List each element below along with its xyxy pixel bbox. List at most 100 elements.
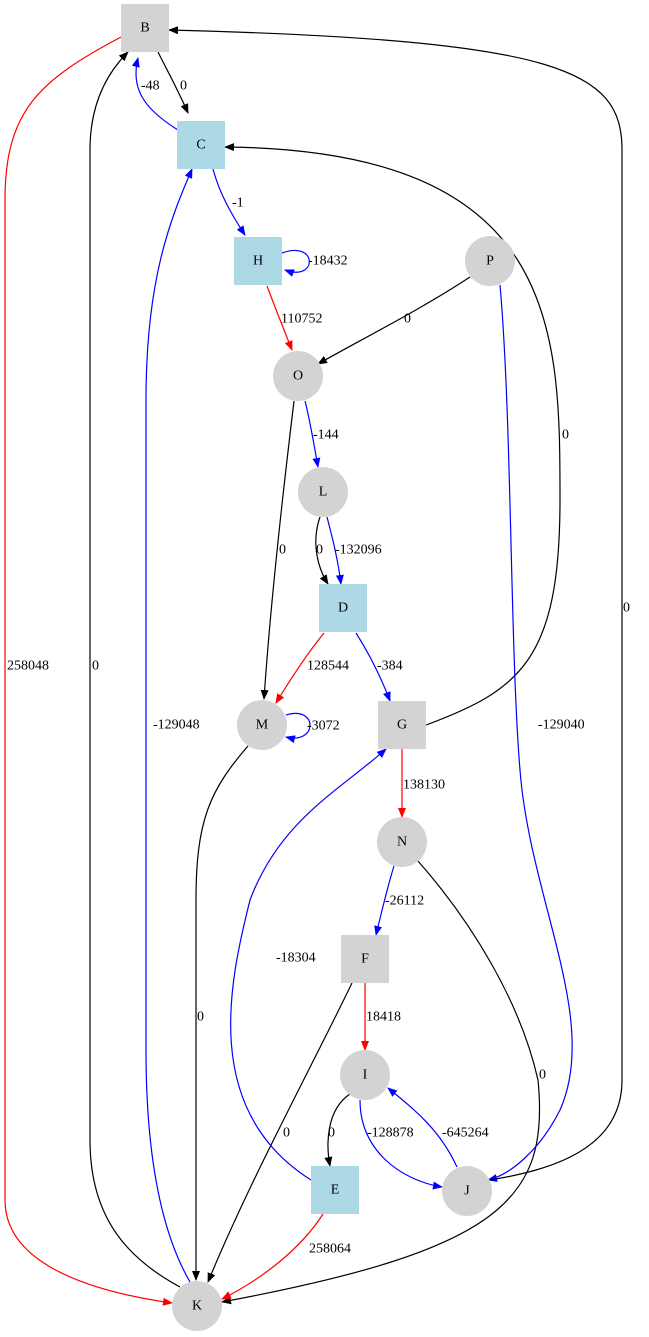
- node-k: K: [172, 1281, 222, 1331]
- node-o: O: [273, 351, 323, 401]
- edge-label-f-to-i: 18418: [366, 1010, 401, 1025]
- edge-label-n-to-f: -26112: [385, 894, 424, 909]
- edge-label-h-to-h: -18432: [308, 254, 348, 269]
- node-g-label: G: [397, 718, 407, 733]
- edge-m-to-m: [285, 712, 311, 744]
- node-m-label: M: [256, 718, 269, 733]
- node-o-shape: [273, 351, 323, 401]
- node-f-label: F: [361, 952, 369, 967]
- node-h-shape: [234, 237, 282, 285]
- edge-label-o-to-l: -144: [313, 428, 339, 443]
- edge-e-to-k: [221, 1213, 324, 1300]
- node-b-label: B: [140, 21, 149, 36]
- edge-label-c-to-h: -1: [232, 196, 244, 211]
- edge-k-to-b: [89, 51, 181, 1288]
- edge-label-m-to-m: -3072: [307, 719, 340, 734]
- edge-label-c-to-b: -48: [141, 79, 160, 94]
- edge-j-to-i: [387, 1087, 458, 1168]
- edge-label-o-to-m: 0: [279, 543, 286, 558]
- node-o-label: O: [293, 369, 303, 384]
- node-m: M: [237, 700, 287, 750]
- node-d: D: [319, 584, 367, 632]
- edges-layer: [4, 26, 623, 1306]
- edge-label-g-to-n: 138130: [403, 778, 445, 793]
- edge-label-k-to-c: -129048: [153, 718, 200, 733]
- edge-label-i-to-e: 0: [328, 1126, 335, 1141]
- node-g: G: [378, 701, 426, 749]
- edge-label-e-to-k: 258064: [309, 1242, 351, 1257]
- edge-i-to-e: [324, 1093, 351, 1167]
- edge-g-to-c: [224, 143, 561, 726]
- edge-label-n-to-k: 0: [539, 1068, 546, 1083]
- edge-label-b-to-k: 258048: [7, 659, 49, 674]
- node-p-label: P: [486, 254, 494, 269]
- node-g-shape: [378, 701, 426, 749]
- edge-h-to-o: [266, 285, 293, 351]
- edge-label-b-to-c: 0: [180, 79, 187, 94]
- edge-n-to-f: [374, 865, 395, 936]
- edge-d-to-g: [355, 632, 391, 702]
- node-l-shape: [298, 467, 348, 517]
- edge-l-to-d: [326, 516, 344, 585]
- edge-label-l-to-d: -132096: [335, 543, 382, 558]
- edge-label-p-to-j: -129040: [538, 718, 585, 733]
- edge-p-to-j: [487, 284, 573, 1182]
- nodes-layer: B C H P O L D M G N F I E J K: [121, 4, 515, 1331]
- node-l: L: [298, 467, 348, 517]
- node-f-shape: [341, 935, 389, 983]
- edge-labels-layer: 0 -48 -1 -18432 110752 0 -144 0 0 -132096 128544 -3…: [7, 79, 630, 1257]
- node-b-shape: [121, 4, 169, 52]
- edge-i-to-j: [359, 1099, 443, 1190]
- edge-k-to-c: [145, 168, 193, 1283]
- edge-label-d-to-m: 128544: [307, 659, 349, 674]
- node-l-label: L: [319, 485, 328, 500]
- node-i: I: [340, 1050, 390, 1100]
- edge-n-to-k: [221, 860, 541, 1305]
- edge-c-to-b: [131, 57, 179, 131]
- edge-m-to-k: [192, 745, 249, 1281]
- node-b: B: [121, 4, 169, 52]
- edge-o-to-l: [304, 400, 321, 468]
- edge-l-to-d: [315, 516, 329, 585]
- node-j-shape: [442, 1166, 492, 1216]
- edge-e-to-g: [230, 748, 387, 1181]
- node-p-shape: [465, 236, 515, 286]
- edge-j-to-b: [168, 26, 623, 1181]
- edge-label-i-to-j: -128878: [367, 1126, 414, 1141]
- node-d-shape: [319, 584, 367, 632]
- node-j: J: [442, 1166, 492, 1216]
- node-d-label: D: [338, 601, 348, 616]
- edge-label-l-to-d: 0: [316, 543, 323, 558]
- node-n: N: [377, 817, 427, 867]
- edge-label-j-to-b: 0: [623, 601, 630, 616]
- edge-label-k-to-b: 0: [92, 659, 99, 674]
- node-h-label: H: [253, 254, 263, 269]
- edge-label-f-to-k: 0: [283, 1126, 290, 1141]
- node-p: P: [465, 236, 515, 286]
- node-k-label: K: [192, 1299, 202, 1314]
- node-c-label: C: [196, 138, 205, 153]
- node-c: C: [177, 121, 225, 169]
- node-j-label: J: [464, 1184, 470, 1199]
- edge-p-to-o: [317, 276, 471, 365]
- node-e-label: E: [331, 1183, 340, 1198]
- edge-d-to-m: [275, 632, 325, 704]
- node-c-shape: [177, 121, 225, 169]
- edge-c-to-h: [212, 168, 246, 236]
- node-m-shape: [237, 700, 287, 750]
- node-h: H: [234, 237, 282, 285]
- edge-label-j-to-i: -645264: [442, 1126, 489, 1141]
- edge-label-d-to-g: -384: [377, 659, 403, 674]
- node-n-label: N: [397, 835, 407, 850]
- edge-label-m-to-k: 0: [197, 1010, 204, 1025]
- node-f: F: [341, 935, 389, 983]
- node-n-shape: [377, 817, 427, 867]
- edge-h-to-h: [281, 250, 310, 277]
- node-i-label: I: [363, 1068, 368, 1083]
- edge-b-to-k: [4, 36, 173, 1306]
- edge-label-p-to-o: 0: [404, 312, 411, 327]
- node-e-shape: [311, 1166, 359, 1214]
- edge-label-g-to-c: 0: [562, 428, 569, 443]
- node-i-shape: [340, 1050, 390, 1100]
